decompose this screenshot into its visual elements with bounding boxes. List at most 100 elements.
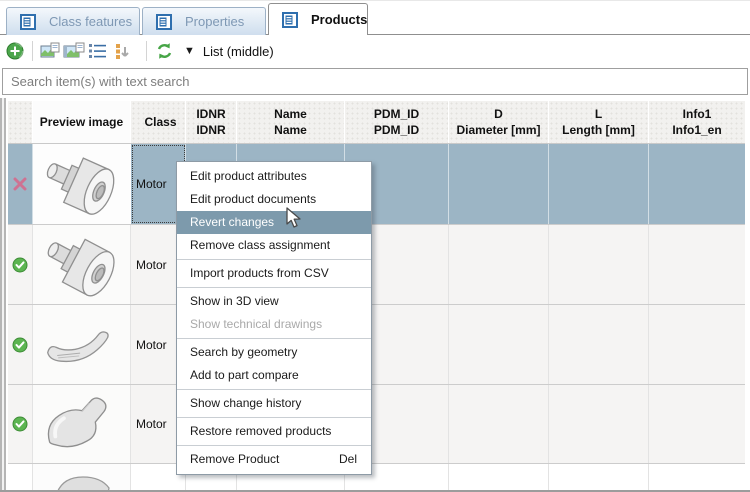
search-input[interactable] [2,68,748,95]
preview-image-cell[interactable] [33,225,131,304]
tab-products[interactable]: Products [268,3,368,35]
window-bottom-edge [0,490,750,492]
numbered-list-button[interactable] [86,39,110,63]
diameter-cell[interactable] [449,385,549,463]
tab-class-features[interactable]: Class features [6,7,140,35]
info1-cell[interactable] [649,225,745,304]
preview-image-cell[interactable] [33,144,131,224]
class-value: Motor [136,177,167,191]
tab-properties[interactable]: Properties [142,7,266,35]
menu-item-label: Remove class assignment [190,238,331,252]
info1-cell[interactable] [649,144,745,224]
sort-button[interactable] [110,39,134,63]
column-label: PDM_ID [373,106,420,121]
menu-item-shortcut: Del [338,452,357,466]
length-cell[interactable] [549,225,649,304]
preview-image-cell[interactable] [33,464,131,492]
ok-check-icon [12,416,28,432]
column-header-name[interactable]: Name Name [237,101,345,143]
info1-cell[interactable] [649,385,745,463]
column-header-preview-image[interactable]: Preview image [33,101,131,143]
menu-item-label: Edit product documents [190,192,317,206]
menu-item-label: Edit product attributes [190,169,307,183]
menu-item-label: Search by geometry [190,345,298,359]
tabbar-baseline [0,34,750,35]
row-status-cell [8,385,33,463]
menu-item-restore-removed-products[interactable]: Restore removed products [177,420,371,443]
info1-cell[interactable] [649,305,745,384]
column-label: Info1 [682,106,712,121]
column-sublabel: IDNR [196,123,226,137]
diameter-cell[interactable] [449,144,549,224]
menu-separator [177,287,371,288]
refresh-button[interactable] [152,39,176,63]
length-cell[interactable] [549,464,649,492]
menu-item-add-to-part-compare[interactable]: Add to part compare [177,364,371,387]
menu-item-label: Show change history [190,396,302,410]
export-preview-image-button[interactable] [62,39,86,63]
preview-image-cell[interactable] [33,305,131,384]
menu-separator [177,389,371,390]
menu-item-label: Show technical drawings [190,317,323,331]
column-header-class[interactable]: Class [131,101,186,143]
add-icon [6,42,24,60]
column-label: L [594,106,603,121]
menu-item-revert-changes[interactable]: Revert changes [177,211,371,234]
form-icon [156,13,172,30]
column-sublabel: Length [mm] [562,123,635,137]
preview-image-cell[interactable] [33,385,131,463]
class-value: Motor [136,337,167,352]
menu-item-search-by-geometry[interactable]: Search by geometry [177,341,371,364]
column-header-info1[interactable]: Info1 Info1_en [649,101,745,143]
table-row[interactable] [8,464,745,492]
menu-item-label: Add to part compare [190,368,299,382]
info1-cell[interactable] [649,464,745,492]
table-row[interactable]: Motor [8,305,745,385]
column-header-idnr[interactable]: IDNR IDNR [186,101,237,143]
column-header-diameter[interactable]: D Diameter [mm] [449,101,549,143]
menu-item-remove-class-assignment[interactable]: Remove class assignment [177,234,371,257]
length-cell[interactable] [549,385,649,463]
sort-descending-icon [116,43,129,59]
column-label: Preview image [39,114,124,129]
row-status-cell [8,144,33,224]
column-header-length[interactable]: L Length [mm] [549,101,649,143]
menu-item-label: Revert changes [190,215,275,229]
column-label: D [494,106,503,121]
diameter-cell[interactable] [449,305,549,384]
table-row[interactable]: Motor [8,225,745,305]
menu-item-show-in-3d-view[interactable]: Show in 3D view [177,290,371,313]
menu-item-show-change-history[interactable]: Show change history [177,392,371,415]
column-sublabel: Name [274,123,307,137]
column-header-status[interactable] [8,101,33,143]
panel-splitter[interactable] [0,98,7,492]
removed-x-icon [13,177,27,191]
menu-item-edit-product-documents[interactable]: Edit product documents [177,188,371,211]
diameter-cell[interactable] [449,225,549,304]
column-label: Name [274,106,307,121]
menu-item-remove-product[interactable]: Remove Product Del [177,448,371,471]
table-row[interactable]: Motor [8,144,745,225]
import-preview-image-button[interactable] [38,39,62,63]
diameter-cell[interactable] [449,464,549,492]
row-status-cell [8,305,33,384]
name-cell[interactable] [237,464,345,492]
menu-item-edit-product-attributes[interactable]: Edit product attributes [177,165,371,188]
length-cell[interactable] [549,305,649,384]
idnr-cell[interactable] [186,464,237,492]
add-product-button[interactable] [3,39,27,63]
context-menu: Edit product attributes Edit product doc… [176,161,372,475]
menu-item-import-products-from-csv[interactable]: Import products from CSV [177,262,371,285]
table-row[interactable]: Motor [8,385,745,464]
length-cell[interactable] [549,144,649,224]
column-header-pdm-id[interactable]: PDM_ID PDM_ID [345,101,449,143]
class-cell[interactable] [131,464,186,492]
menu-item-label: Show in 3D view [190,294,279,308]
view-mode-dropdown[interactable]: ▼ List (middle) [184,44,274,59]
product-preview-stepped-cylinder [46,157,114,215]
toolbar-separator [32,41,33,61]
product-preview-curved-elbow [47,397,107,448]
menu-separator [177,338,371,339]
pdm-id-cell[interactable] [345,464,449,492]
